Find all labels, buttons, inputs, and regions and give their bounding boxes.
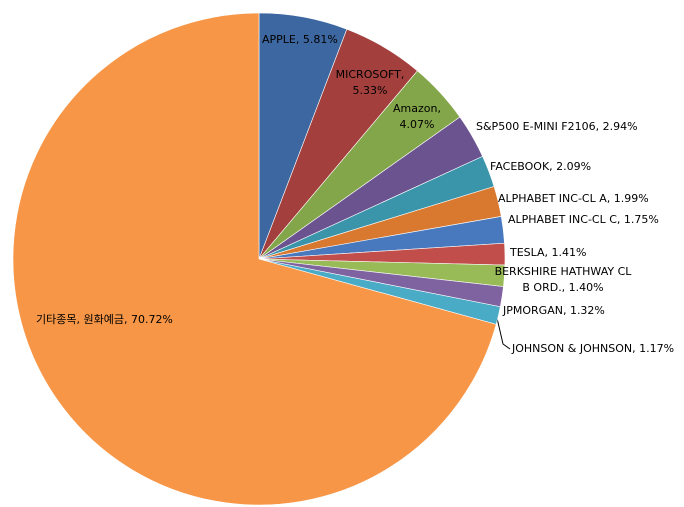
data-label: S&P500 E-MINI F2106, 2.94% xyxy=(476,120,638,133)
data-label: BERKSHIRE HATHWAY CL B ORD., 1.40% xyxy=(495,265,633,294)
data-label: MICROSOFT, 5.33% xyxy=(336,68,405,97)
data-label: JPMORGAN, 1.32% xyxy=(502,304,605,317)
data-label: APPLE, 5.81% xyxy=(262,33,338,46)
pie-slice xyxy=(12,12,497,506)
data-label: Amazon, 4.07% xyxy=(393,102,441,131)
data-label: 기타종목, 원화예금, 70.72% xyxy=(36,313,173,326)
data-label: FACEBOOK, 2.09% xyxy=(490,160,591,173)
leader-line xyxy=(496,317,511,350)
data-label: JOHNSON & JOHNSON, 1.17% xyxy=(511,342,674,355)
data-label: TESLA, 1.41% xyxy=(509,246,587,259)
data-label: ALPHABET INC-CL C, 1.75% xyxy=(508,213,659,226)
data-label: ALPHABET INC-CL A, 1.99% xyxy=(498,192,649,205)
